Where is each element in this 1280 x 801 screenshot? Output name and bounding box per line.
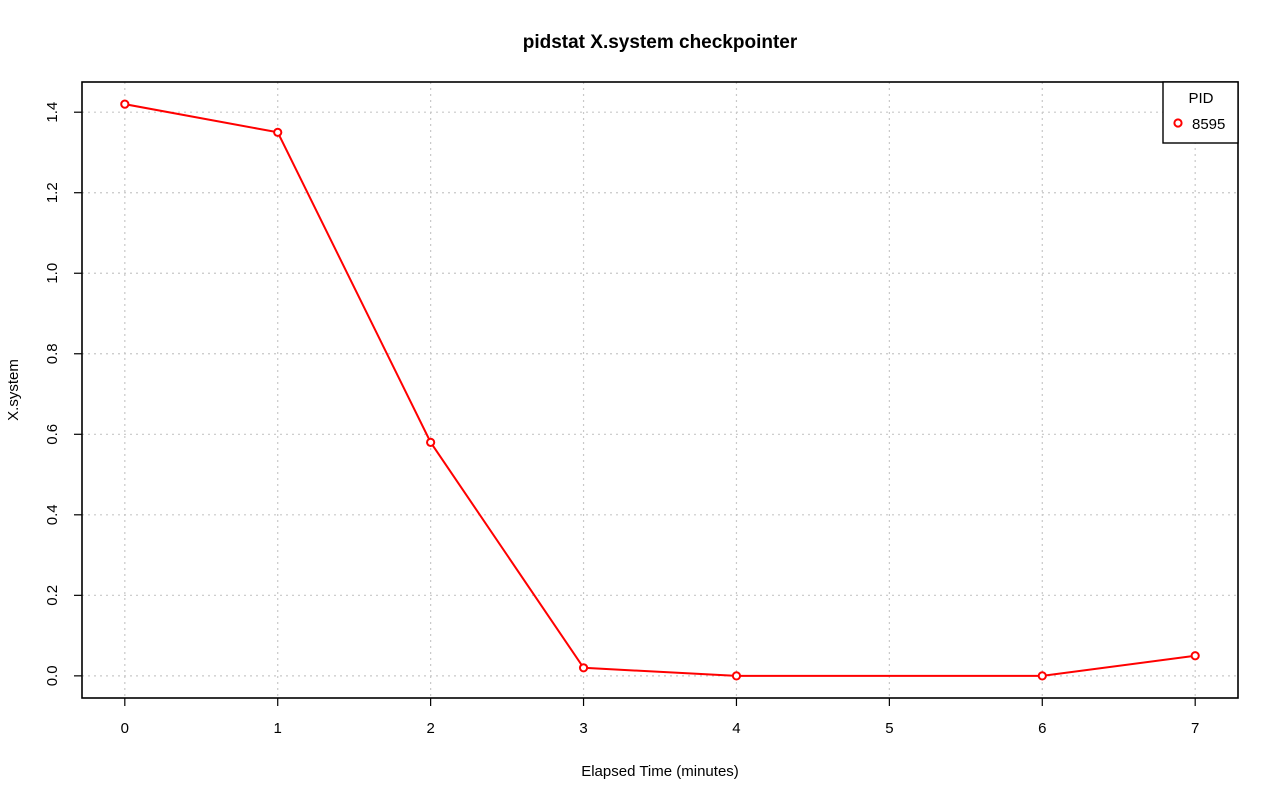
data-point [426,437,436,447]
data-point [120,99,130,109]
x-tick-label: 1 [274,720,282,737]
x-axis-label: Elapsed Time (minutes) [581,763,739,780]
y-tick-label: 0.8 [44,343,61,364]
x-tick-label: 2 [426,720,434,737]
data-point [578,663,589,673]
legend-box [1162,81,1239,144]
x-tick-label: 3 [579,720,587,737]
y-tick-label: 0.2 [44,585,61,606]
data-point [1190,651,1200,661]
series-layer [120,99,1200,681]
series-line-8595 [124,103,1196,677]
data-point [1037,671,1047,681]
x-tick-label: 5 [885,720,893,737]
y-tick-label: 1.4 [44,102,61,123]
data-point [731,671,742,681]
y-tick-label: 1.2 [44,182,61,203]
chart-title: pidstat X.system checkpointer [523,32,798,53]
grid [82,82,1238,698]
y-tick-label: 0.6 [44,424,61,445]
y-axis-label: X.system [5,359,22,421]
legend: PID 8595 [1162,81,1239,144]
data-point [273,127,283,137]
y-tick-label: 0.4 [44,504,61,525]
x-tick-label: 4 [732,720,740,737]
x-axis: 0 1 2 3 4 5 6 7 [121,698,1199,737]
legend-title: PID [1188,90,1213,107]
x-tick-label: 6 [1038,720,1046,737]
legend-marker-8595 [1173,118,1183,128]
legend-label-8595: 8595 [1192,116,1225,133]
x-tick-label: 7 [1191,720,1199,737]
plot-frame [81,81,1239,699]
y-tick-label: 1.0 [44,263,61,284]
x-tick-label: 0 [121,720,129,737]
y-tick-label: 0.0 [44,665,61,686]
y-axis: 0.0 0.2 0.4 0.6 0.8 1.0 1.2 1.4 [44,102,82,686]
